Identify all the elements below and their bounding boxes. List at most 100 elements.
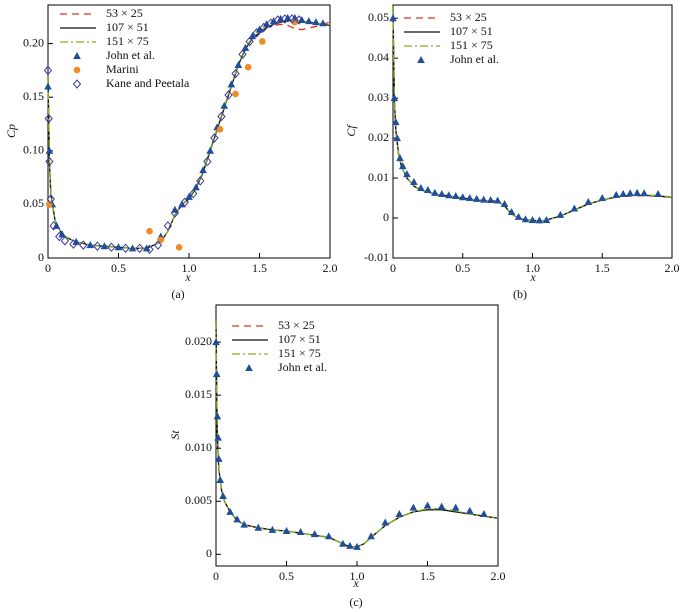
diamond-marker (245, 36, 254, 47)
triangle-marker (255, 25, 264, 33)
y-axis-label: St (168, 430, 182, 440)
triangle-marker (220, 101, 229, 109)
diamond-marker (69, 239, 78, 249)
triangle-marker (409, 503, 418, 511)
triangle-marker (424, 186, 432, 194)
triangle-marker (192, 183, 200, 191)
legend-marker (245, 364, 253, 371)
legend-label: John et al. (450, 52, 499, 66)
triangle-marker (214, 433, 222, 441)
triangle-marker (353, 542, 361, 550)
diamond-marker (224, 90, 233, 100)
triangle-marker (437, 502, 446, 510)
triangle-marker (305, 17, 313, 25)
triangle-marker (556, 210, 565, 218)
y-tick-label: 0 (206, 546, 212, 560)
triangle-marker (128, 244, 137, 252)
triangle-marker (626, 189, 634, 197)
triangle-marker (403, 170, 411, 178)
triangle-marker (438, 190, 446, 198)
y-tick-label: 0 (383, 210, 389, 224)
triangle-marker (584, 198, 593, 206)
triangle-marker (114, 243, 123, 251)
x-tick-label: 2.0 (491, 569, 506, 583)
triangle-marker (227, 80, 236, 88)
triangle-marker (45, 146, 54, 154)
triangle-marker (396, 154, 404, 162)
diamond-marker (49, 221, 58, 231)
triangle-marker (410, 178, 418, 186)
triangle-marker (206, 146, 214, 154)
series-line (47, 21, 331, 249)
y-tick-label: -0.01 (364, 250, 389, 264)
diamond-marker (189, 188, 198, 199)
y-tick-label: 0.005 (185, 493, 212, 507)
x-axis-label: x (184, 270, 191, 284)
series-line (215, 320, 499, 548)
triangle-marker (44, 82, 52, 90)
legend-label: 53 × 25 (278, 318, 315, 332)
y-tick-label: 0 (38, 250, 44, 264)
legend-label: John et al. (278, 360, 327, 374)
triangle-marker (445, 191, 453, 199)
triangle-marker (142, 244, 151, 252)
y-tick-label: 0.05 (368, 10, 389, 24)
diamond-marker (259, 22, 268, 33)
legend-marker (417, 56, 425, 63)
x-tick-label: 1.5 (420, 569, 435, 583)
triangle-marker (215, 454, 223, 462)
triangle-marker (486, 196, 495, 204)
diamond-marker (210, 133, 219, 143)
diamond-marker (45, 156, 54, 167)
triangle-marker (398, 162, 407, 170)
y-tick-label: 0.05 (23, 196, 44, 210)
triangle-marker (640, 189, 648, 197)
triangle-marker (390, 94, 399, 102)
circle-marker (216, 126, 224, 133)
diamond-marker (203, 156, 212, 167)
x-axis-label: x (529, 270, 536, 284)
triangle-marker (514, 212, 523, 220)
diamond-marker (217, 111, 226, 122)
legend-label: 53 × 25 (450, 10, 487, 24)
legend-marker (73, 66, 81, 74)
triangle-marker (654, 190, 662, 198)
panel-caption: (a) (171, 287, 184, 301)
y-tick-label: 0.04 (368, 50, 389, 64)
x-axis-label: x (352, 576, 359, 590)
triangle-marker (528, 216, 537, 224)
x-tick-label: 2.0 (323, 261, 338, 275)
diamond-marker (79, 240, 88, 250)
diamond-marker (287, 14, 297, 24)
series-line (47, 19, 331, 249)
triangle-marker (451, 192, 460, 200)
legend-label: John et al. (106, 48, 155, 62)
diamond-marker (294, 15, 304, 25)
y-tick-label: 0.03 (368, 90, 389, 104)
triangle-marker (248, 32, 257, 40)
triangle-marker (465, 194, 474, 202)
triangle-marker (500, 200, 509, 208)
legend-marker (73, 52, 81, 59)
legend-label: 151 × 75 (278, 346, 321, 360)
y-axis-label: Cf (344, 124, 358, 137)
x-tick-label: 2.0 (665, 261, 680, 275)
y-tick-label: 0.010 (185, 440, 212, 454)
triangle-marker (282, 526, 291, 534)
diamond-marker (280, 14, 290, 24)
legend-label: 151 × 75 (450, 38, 493, 52)
diamond-marker (135, 243, 144, 254)
triangle-marker (262, 20, 271, 28)
diamond-marker (252, 28, 261, 38)
series-line (215, 320, 499, 548)
x-tick-label: 0 (390, 261, 396, 275)
triangle-marker (381, 518, 389, 526)
triangle-marker (213, 412, 222, 420)
triangle-marker (234, 61, 243, 69)
triangle-marker (393, 134, 401, 142)
diamond-marker (46, 194, 55, 204)
x-tick-label: 0.5 (455, 261, 470, 275)
triangle-marker (268, 525, 277, 533)
circle-marker (232, 90, 239, 98)
triangle-marker (619, 190, 627, 198)
